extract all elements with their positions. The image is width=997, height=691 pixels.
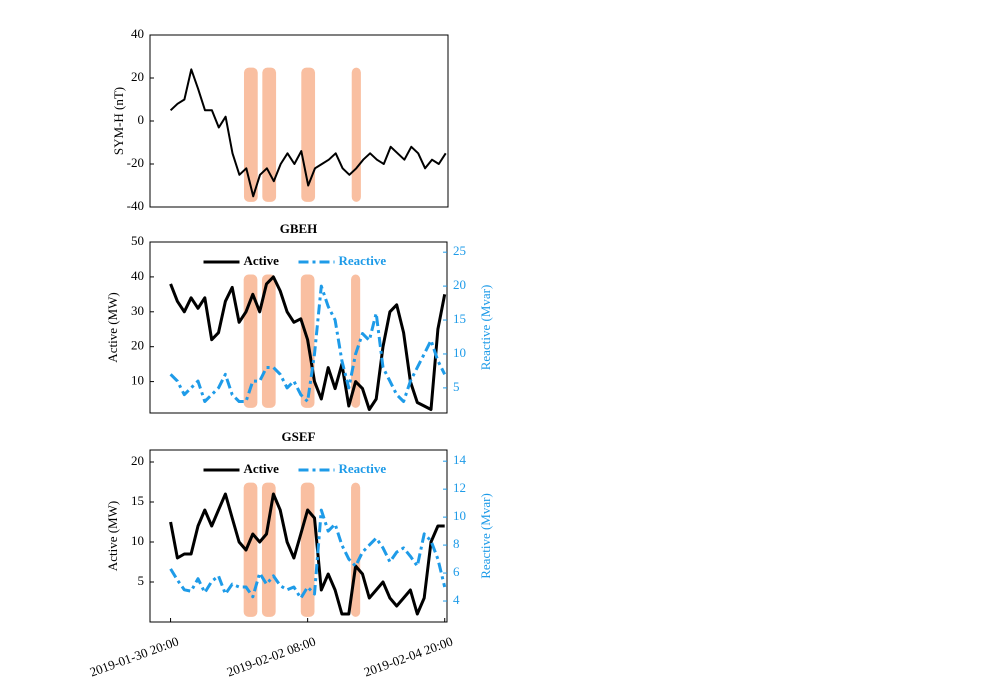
x-tick-label: 2019-02-04 20:00	[362, 634, 455, 680]
y-tick-label: 0	[138, 112, 145, 127]
y2-tick-label: 15	[453, 311, 466, 326]
y-tick-label: 20	[131, 453, 144, 468]
legend-label: Active	[244, 253, 280, 268]
shaded-span	[261, 482, 276, 617]
y-tick-label: 40	[131, 26, 144, 41]
y2-axis-label: Reactive (Mvar)	[478, 493, 493, 579]
shaded-span	[243, 482, 258, 617]
shaded-span	[243, 67, 258, 202]
shaded-span	[261, 274, 276, 408]
legend-label: Reactive	[339, 253, 387, 268]
y2-tick-label: 6	[453, 564, 460, 579]
y-axis-label: Active (MW)	[105, 501, 120, 571]
y2-tick-label: 10	[453, 508, 466, 523]
y-tick-label: 40	[131, 268, 144, 283]
y-tick-label: 10	[131, 533, 144, 548]
shaded-span	[351, 67, 361, 202]
shaded-span	[351, 274, 361, 408]
series-line	[169, 68, 447, 198]
y-tick-label: 10	[131, 373, 144, 388]
y-tick-label: -40	[127, 198, 144, 213]
x-tick-label: 2019-01-30 20:00	[88, 634, 181, 680]
axes-box	[149, 241, 448, 414]
series-line	[169, 284, 447, 403]
y2-tick-label: 25	[453, 243, 466, 258]
y-tick-label: 50	[131, 233, 144, 248]
y-tick-label: 20	[131, 69, 144, 84]
series-line	[169, 275, 447, 411]
y-tick-label: 15	[131, 493, 144, 508]
y2-tick-label: 4	[453, 592, 460, 607]
series-line	[169, 492, 445, 616]
y-tick-label: 30	[131, 303, 144, 318]
y2-tick-label: 8	[453, 536, 460, 551]
panel-title: GBEH	[280, 221, 318, 236]
legend-label: Active	[244, 461, 280, 476]
y2-tick-label: 10	[453, 345, 466, 360]
axes-box	[149, 449, 448, 623]
axes-box	[149, 34, 449, 208]
y-tick-label: 20	[131, 338, 144, 353]
y2-tick-label: 5	[453, 379, 460, 394]
legend-label: Reactive	[339, 461, 387, 476]
y2-axis-label: Reactive (Mvar)	[478, 285, 493, 371]
y2-tick-label: 20	[453, 277, 466, 292]
y-axis-label: SYM-H (nT)	[111, 87, 126, 155]
x-tick-label: 2019-02-02 08:00	[225, 634, 318, 680]
y-tick-label: -20	[127, 155, 144, 170]
y-axis-label: Active (MW)	[105, 292, 120, 362]
y2-tick-label: 12	[453, 480, 466, 495]
panel-title: GSEF	[282, 429, 316, 444]
y-tick-label: 5	[138, 573, 145, 588]
y2-tick-label: 14	[453, 452, 467, 467]
